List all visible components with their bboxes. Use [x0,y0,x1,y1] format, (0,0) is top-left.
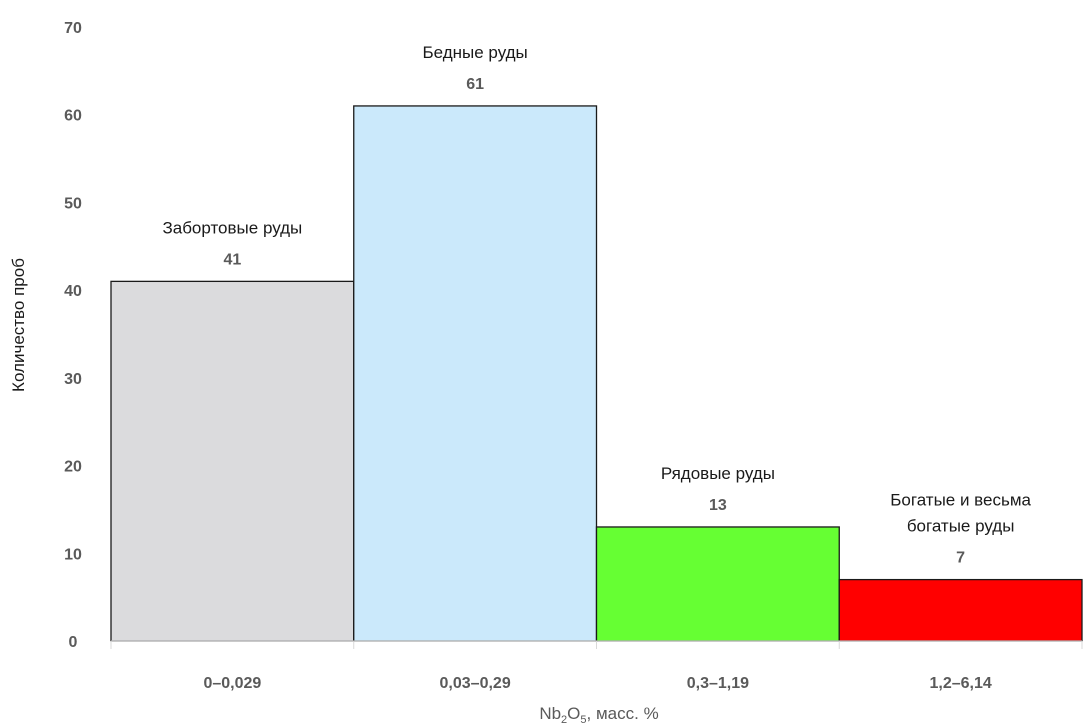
y-axis-label: Количество проб [9,258,28,392]
bar-annotation: Забортовые руды [162,218,302,237]
y-tick-label: 0 [69,634,78,651]
bar-annotation: Бедные руды [422,43,527,62]
bar [353,105,598,642]
x-axis-label-sub1: 2 [561,714,567,725]
y-tick-label: 50 [64,195,82,212]
x-axis-label-sub2: 5 [580,714,586,725]
bar [595,526,840,642]
bar-value-label: 61 [466,76,484,93]
y-tick-label: 40 [64,283,82,300]
bar [838,578,1083,642]
y-tick-label: 20 [64,459,82,476]
y-tick-label: 70 [64,20,82,37]
y-tick-label: 10 [64,546,82,563]
y-tick-label: 60 [64,108,82,125]
y-tick-label: 30 [64,371,82,388]
x-tick-label: 1,2–6,14 [929,675,991,692]
x-axis-label-rest: , масс. % [587,704,659,723]
value-labels: 41 61 13 7 [223,76,965,567]
bar-value-label: 13 [709,497,727,514]
bar-value-label: 41 [223,251,241,268]
x-tick-label: 0,03–0,29 [440,675,511,692]
x-axis-label-base: Nb [539,704,561,723]
category-annotations: Забортовые руды Бедные руды Рядовые руды Бо… [162,43,1031,536]
bar-value-label: 7 [956,550,965,567]
y-axis-ticks: 0 10 20 30 40 50 60 70 [64,20,82,651]
x-axis-ticks: 0–0,029 0,03–0,29 0,3–1,19 1,2–6,14 [110,641,1083,692]
x-tick-label: 0,3–1,19 [687,675,749,692]
x-tick-label: 0–0,029 [203,675,261,692]
x-axis-label-mid: O [567,704,580,723]
bar-annotation: богатые руды [907,517,1015,536]
bar-annotation: Рядовые руды [661,464,775,483]
x-axis-label: Nb2O5, масс. % [539,704,658,725]
bar-annotation: Богатые и весьма [890,491,1031,510]
bars [110,105,1083,642]
bar [110,280,355,642]
